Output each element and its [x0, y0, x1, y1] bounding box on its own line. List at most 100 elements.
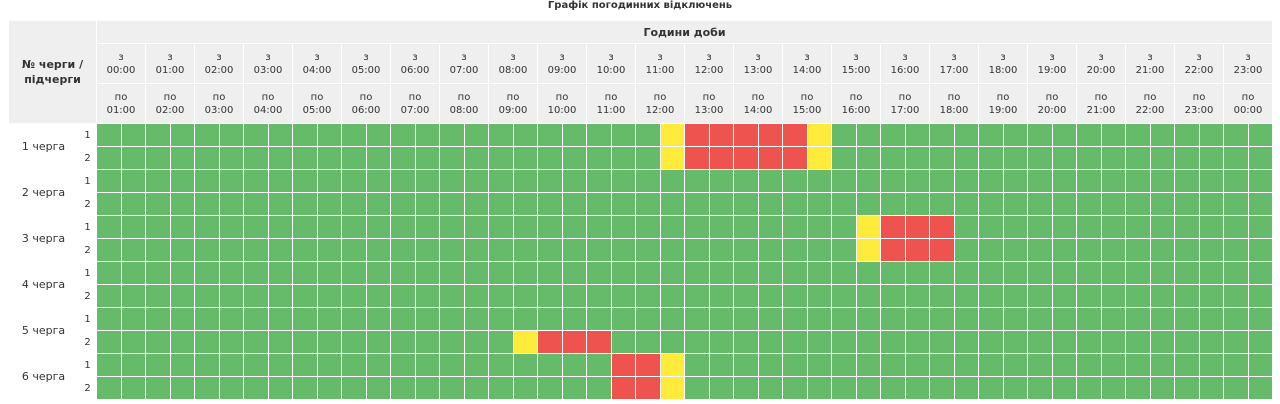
possible-outage-slot [855, 238, 881, 262]
power-slot [1198, 238, 1224, 262]
power-slot [561, 238, 587, 262]
power-slot [1051, 169, 1077, 193]
time-prefix: з [1049, 51, 1055, 63]
power-slot [684, 376, 710, 400]
hour-end-10: по 11:00 [586, 83, 636, 124]
power-slot [782, 192, 808, 216]
power-slot [390, 261, 416, 285]
power-slot [586, 284, 612, 308]
power-slot [292, 261, 318, 285]
power-slot [855, 307, 881, 331]
power-slot [782, 307, 808, 331]
power-slot [96, 169, 122, 193]
power-slot [292, 330, 318, 354]
to-times-row: по 01:00 по 02:00 по 03:00 по 04:00 по 05:00 по 06:… [9, 83, 1273, 124]
power-slot [1149, 261, 1175, 285]
power-slot [659, 307, 685, 331]
queue-label: 4 черга [8, 261, 79, 308]
schedule-table: № черги / підчерги Години доби з 00:00 з 01… [8, 20, 1273, 400]
power-slot [929, 284, 955, 308]
power-slot [1076, 238, 1102, 262]
power-slot [1247, 307, 1273, 331]
power-slot [1125, 353, 1151, 377]
hour-start-21: з 21:00 [1125, 43, 1175, 84]
power-slot [1247, 353, 1273, 377]
power-slot [1002, 192, 1028, 216]
power-slot [341, 215, 367, 239]
power-slot [365, 307, 391, 331]
hour-start-13: з 13:00 [733, 43, 783, 84]
power-slot [292, 307, 318, 331]
power-slot [1027, 376, 1053, 400]
power-slot [733, 353, 759, 377]
power-slot [218, 215, 244, 239]
queue-row: 6 черга 1 [8, 353, 1273, 400]
power-slot [904, 376, 930, 400]
power-slot [1149, 215, 1175, 239]
power-slot [292, 353, 318, 377]
power-slot [782, 330, 808, 354]
time-prefix: по [1192, 91, 1206, 103]
power-slot [586, 238, 612, 262]
power-slot [855, 330, 881, 354]
outage-slot [929, 238, 955, 262]
power-slot [414, 353, 440, 377]
power-slot [169, 353, 195, 377]
power-slot [1051, 146, 1077, 170]
power-slot [904, 169, 930, 193]
power-slot [414, 330, 440, 354]
power-slot [1198, 169, 1224, 193]
outage-slot [733, 146, 759, 170]
power-slot [463, 307, 489, 331]
time-value: 11:00 [645, 64, 675, 76]
time-prefix: з [265, 51, 271, 63]
outage-slot [586, 330, 612, 354]
power-slot [880, 353, 906, 377]
power-slot [1223, 307, 1249, 331]
power-slot [316, 146, 342, 170]
power-slot [341, 238, 367, 262]
power-slot [1100, 123, 1126, 147]
power-slot [243, 353, 269, 377]
power-slot [463, 376, 489, 400]
time-value: 15:00 [841, 64, 871, 76]
power-slot [684, 169, 710, 193]
power-slot [953, 238, 979, 262]
power-slot [1076, 146, 1102, 170]
outage-slot [684, 123, 710, 147]
power-slot [1027, 353, 1053, 377]
outage-slot [537, 330, 563, 354]
outage-slot [880, 238, 906, 262]
time-value: 10:00 [596, 64, 626, 76]
power-slot [1223, 238, 1249, 262]
power-slot [1027, 307, 1053, 331]
power-slot [1174, 330, 1200, 354]
outage-slot [684, 146, 710, 170]
power-slot [1076, 192, 1102, 216]
time-value: 08:00 [498, 64, 528, 76]
power-slot [414, 215, 440, 239]
power-slot [488, 192, 514, 216]
power-slot [1174, 376, 1200, 400]
power-slot [1198, 284, 1224, 308]
time-prefix: по [604, 91, 618, 103]
power-slot [243, 261, 269, 285]
power-slot [537, 215, 563, 239]
power-slot [1198, 123, 1224, 147]
power-slot [488, 123, 514, 147]
power-slot [904, 261, 930, 285]
hour-start-10: з 10:00 [586, 43, 636, 84]
time-prefix: з [1000, 51, 1006, 63]
power-slot [733, 215, 759, 239]
power-slot [1223, 192, 1249, 216]
power-slot [439, 284, 465, 308]
outage-slot [708, 123, 734, 147]
hour-end-23: по 00:00 [1223, 83, 1273, 124]
power-slot [561, 192, 587, 216]
time-prefix: з [706, 51, 712, 63]
time-prefix: по [1241, 91, 1255, 103]
outage-slot [782, 146, 808, 170]
power-slot [1051, 376, 1077, 400]
power-slot [341, 123, 367, 147]
power-slot [831, 146, 857, 170]
